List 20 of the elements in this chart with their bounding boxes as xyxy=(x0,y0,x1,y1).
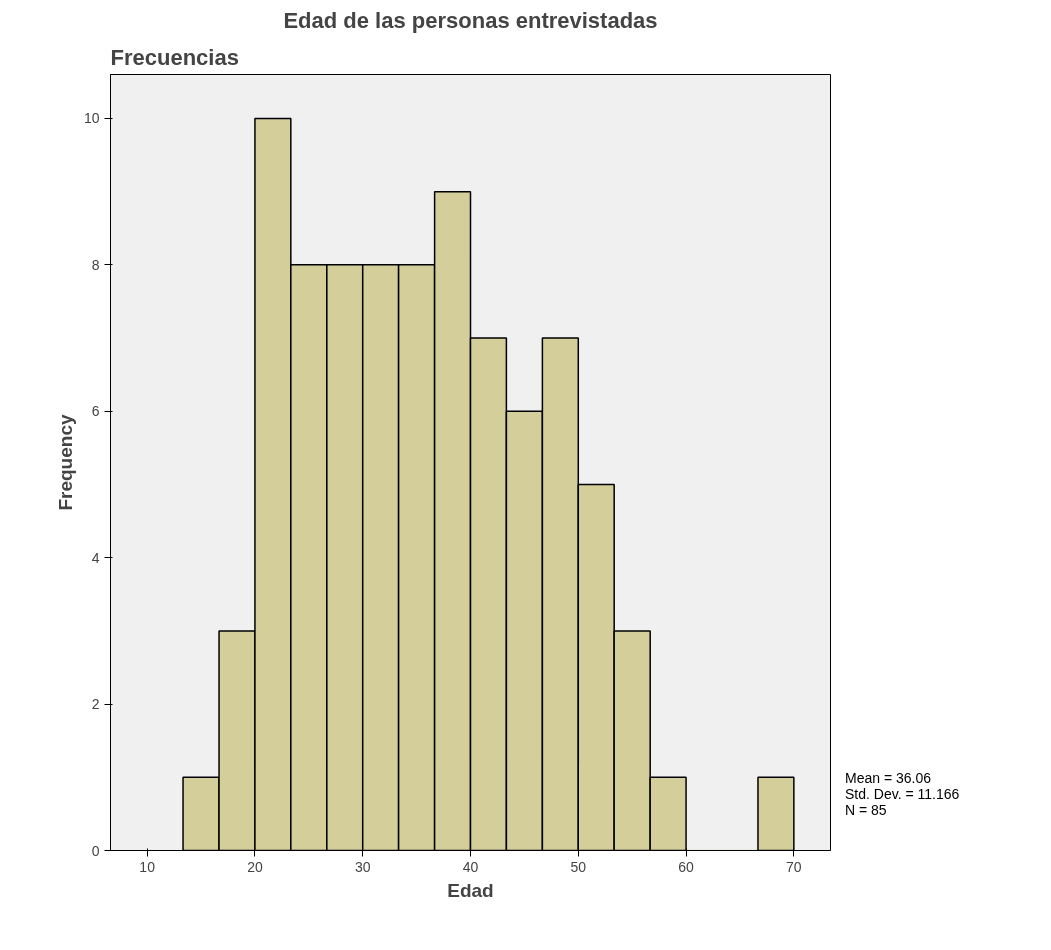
y-tick-label: 6 xyxy=(91,403,100,420)
y-tick-label: 8 xyxy=(91,256,100,273)
y-tick-label: 0 xyxy=(91,842,100,859)
y-tick-label: 10 xyxy=(83,110,100,127)
x-axis-title: Edad xyxy=(447,879,494,901)
x-tick-label: 60 xyxy=(678,858,695,875)
x-tick-label: 10 xyxy=(139,858,156,875)
y-axis-title: Frequency xyxy=(54,414,76,511)
x-tick-label: 50 xyxy=(570,858,587,875)
y-tick-label: 4 xyxy=(91,549,100,566)
y-tick-label: 2 xyxy=(91,696,100,713)
chart-title: Edad de las personas entrevistadas xyxy=(283,7,658,33)
text: N = 85 xyxy=(845,802,887,818)
x-tick-label: 40 xyxy=(462,858,479,875)
text: Std. Dev. = 11.166 xyxy=(845,786,960,802)
x-tick-label: 70 xyxy=(786,858,802,875)
chart-subtitle: Frecuencias xyxy=(110,44,239,70)
x-tick-label: 30 xyxy=(354,858,371,875)
x-tick-label: 20 xyxy=(247,858,263,875)
text: Mean = 36.06 xyxy=(845,770,932,786)
